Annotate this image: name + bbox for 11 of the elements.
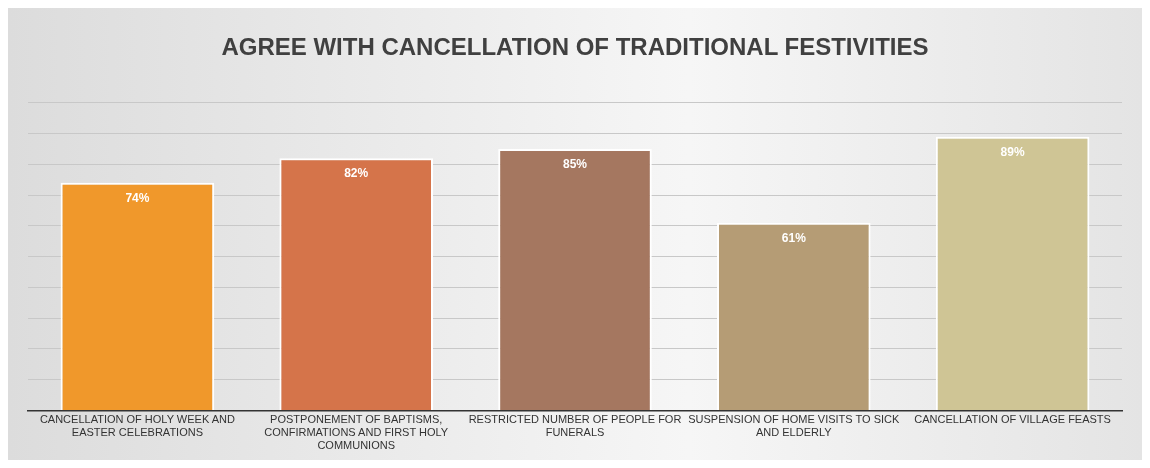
data-label: 74% [125,191,150,206]
x-tick-label: CANCELLATION OF VILLAGE FEASTS [914,413,1111,426]
x-tick-label: POSTPONEMENT OF BAPTISMS, CONFIRMATIONS AND FIRST HOLY COMMUNIONS [264,413,449,452]
chart-title: AGREE WITH CANCELLATION OF TRADITIONAL FESTIVITIES [221,33,929,61]
data-label: 61% [781,231,807,246]
x-tick-label: CANCELLATION OF HOLY WEEK AND EASTER CELEBRATIONS [39,413,235,439]
data-label: 82% [344,166,369,181]
x-tick-label: SUSPENSION OF HOME VISITS TO SICK AND ELDERLY [688,413,900,439]
data-label: 85% [562,157,588,172]
x-tick-label: RESTRICTED NUMBER OF PEOPLE FOR FUNERALS [468,413,682,439]
data-label: 89% [1000,144,1025,159]
